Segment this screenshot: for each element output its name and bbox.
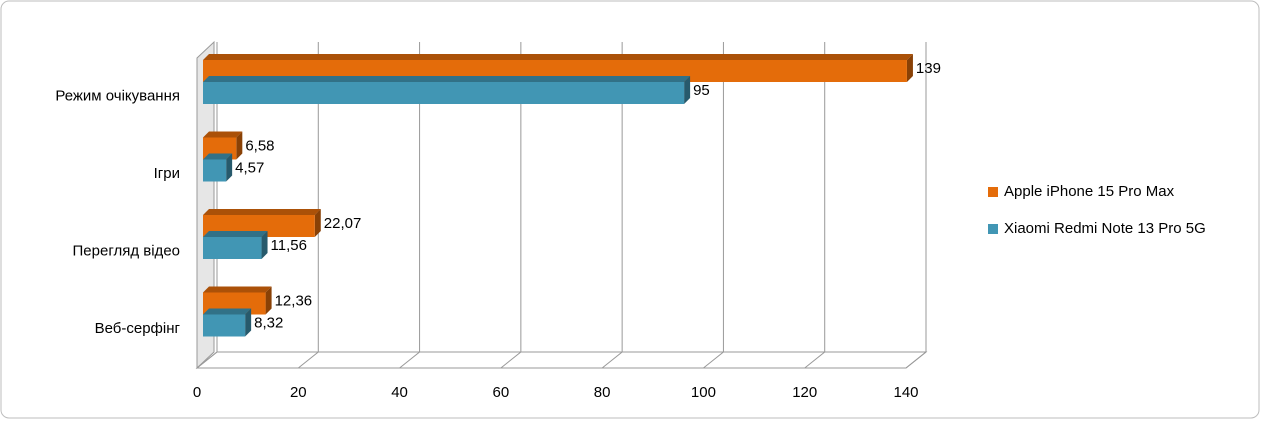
data-label: 139 [916,60,941,77]
grid-line [297,42,319,369]
bar-top [203,131,243,138]
data-label: 8,32 [254,314,283,331]
bar-top [203,76,691,82]
bar-end [314,209,321,237]
bar-top [203,308,252,315]
x-tick-label: 80 [594,384,611,401]
legend-label: Apple iPhone 15 Pro Max [1004,183,1175,200]
bar-top [203,231,268,237]
bar [203,159,227,182]
y-tick-label: Ігри [154,165,180,182]
x-tick-label: 40 [391,384,408,401]
x-tick-label: 20 [290,384,307,401]
data-label: 12,36 [275,292,313,309]
bar-end [261,231,268,259]
legend-swatch [988,187,998,197]
data-label: 95 [693,82,710,99]
bar-top [203,209,321,215]
y-tick-label: Режим очікування [55,88,180,105]
data-label: 4,57 [235,159,264,176]
bar-end [906,54,913,82]
bar-end [684,76,691,104]
data-label: 22,07 [324,215,362,232]
bar-end [236,131,243,160]
y-tick-label: Веб-серфінг [95,320,181,337]
x-tick-label: 60 [493,384,510,401]
x-tick-label: 100 [691,384,716,401]
bar [203,237,262,259]
bar-top [203,54,913,60]
bar [203,314,246,337]
data-label: 6,58 [245,137,274,154]
legend-swatch [988,224,998,234]
y-tick-label: Перегляд відео [73,243,180,260]
bar-top [203,153,233,160]
bar-end [265,286,272,315]
x-tick-label: 0 [193,384,201,401]
grid-line [804,42,826,369]
grid-line [703,42,724,369]
grid-line [399,42,421,369]
grid-line [500,42,522,369]
x-tick-label: 140 [893,384,918,401]
grid-line [905,42,927,369]
x-tick-label: 120 [792,384,817,401]
bar [203,82,685,104]
bar-end [226,153,233,182]
bar-end [245,308,252,337]
data-label: 11,56 [271,237,307,254]
legend-label: Xiaomi Redmi Note 13 Pro 5G [1004,220,1206,237]
grid-line [601,42,623,369]
bar-top [203,286,272,293]
